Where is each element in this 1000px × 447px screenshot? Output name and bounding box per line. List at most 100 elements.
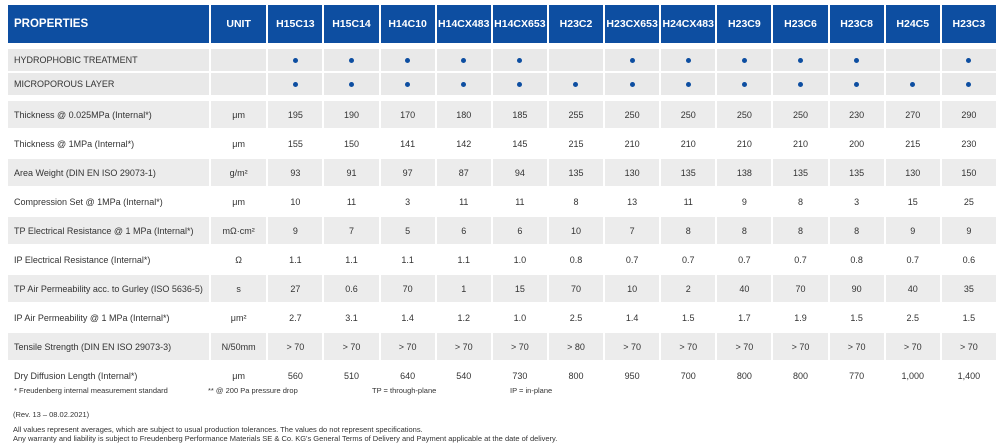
bullet-icon xyxy=(292,82,298,87)
value-cell: 800 xyxy=(548,362,604,391)
bullet-icon xyxy=(854,58,860,63)
product-header: H23CX653 xyxy=(605,5,660,45)
value-cell: 700 xyxy=(661,362,716,391)
value-cell: 250 xyxy=(773,101,828,130)
value-cell: > 70 xyxy=(829,333,884,362)
property-label: TP Electrical Resistance @ 1 MPa (Intern… xyxy=(8,217,209,246)
value-cell: > 70 xyxy=(380,333,435,362)
value-cell: 200 xyxy=(829,130,884,159)
note-ip: IP = in-plane xyxy=(510,386,553,395)
spacer-row xyxy=(8,45,996,49)
note-internal: * Freudenberg internal measurement stand… xyxy=(14,386,168,395)
property-label: Thickness @ 0.025MPa (Internal*) xyxy=(8,101,209,130)
value-cell: 215 xyxy=(885,130,940,159)
property-row: TP Air Permeability acc. to Gurley (ISO … xyxy=(8,275,996,304)
value-cell: 8 xyxy=(773,217,828,246)
product-header: H14C10 xyxy=(380,5,435,45)
value-cell: 135 xyxy=(661,159,716,188)
value-cell: 9 xyxy=(941,217,996,246)
feature-cell xyxy=(885,73,940,97)
value-cell: 0.6 xyxy=(324,275,379,304)
value-cell: 35 xyxy=(941,275,996,304)
bullet-icon xyxy=(797,58,803,63)
product-header: H14CX653 xyxy=(492,5,547,45)
feature-cell xyxy=(941,73,996,97)
value-cell: 150 xyxy=(941,159,996,188)
value-cell: > 70 xyxy=(717,333,772,362)
value-cell: 0.8 xyxy=(548,246,604,275)
value-cell: 1.4 xyxy=(380,304,435,333)
bullet-icon xyxy=(348,58,354,63)
feature-cell xyxy=(605,73,660,97)
value-cell: 135 xyxy=(773,159,828,188)
value-cell: 15 xyxy=(885,188,940,217)
bullet-icon xyxy=(405,82,411,87)
bullet-icon xyxy=(966,58,972,63)
feature-cell xyxy=(324,49,379,73)
bullet-icon xyxy=(966,82,972,87)
unit-cell: μm² xyxy=(210,304,267,333)
product-header: H15C13 xyxy=(268,5,323,45)
unit-cell: μm xyxy=(210,101,267,130)
value-cell: 70 xyxy=(548,275,604,304)
value-cell: 3.1 xyxy=(324,304,379,333)
value-cell: 87 xyxy=(436,159,491,188)
property-label: IP Electrical Resistance (Internal*) xyxy=(8,246,209,275)
value-cell: 142 xyxy=(436,130,491,159)
value-cell: > 70 xyxy=(324,333,379,362)
value-cell: 510 xyxy=(324,362,379,391)
value-cell: 90 xyxy=(829,275,884,304)
product-header: H23C2 xyxy=(548,5,604,45)
bullet-icon xyxy=(854,82,860,87)
property-label: TP Air Permeability acc. to Gurley (ISO … xyxy=(8,275,209,304)
product-header: H23C8 xyxy=(829,5,884,45)
product-header: H14CX483 xyxy=(436,5,491,45)
bullet-icon xyxy=(797,82,803,87)
value-cell: 8 xyxy=(661,217,716,246)
value-cell: 290 xyxy=(941,101,996,130)
property-row: Thickness @ 1MPa (Internal*) μm 155 150 141 1… xyxy=(8,130,996,159)
feature-cell xyxy=(773,49,828,73)
value-cell: 180 xyxy=(436,101,491,130)
disclaimer-line-1: All values represent averages, which are… xyxy=(13,425,423,434)
value-cell: 230 xyxy=(829,101,884,130)
value-cell: 2 xyxy=(661,275,716,304)
value-cell: 3 xyxy=(829,188,884,217)
product-header: H24C5 xyxy=(885,5,940,45)
value-cell: 1.1 xyxy=(268,246,323,275)
feature-cell xyxy=(605,49,660,73)
value-cell: 70 xyxy=(773,275,828,304)
bullet-icon xyxy=(348,82,354,87)
value-cell: 9 xyxy=(717,188,772,217)
value-cell: 255 xyxy=(548,101,604,130)
value-cell: 0.7 xyxy=(661,246,716,275)
value-cell: 93 xyxy=(268,159,323,188)
feature-row: HYDROPHOBIC TREATMENT xyxy=(8,49,996,73)
value-cell: 94 xyxy=(492,159,547,188)
value-cell: 8 xyxy=(829,217,884,246)
value-cell: 0.6 xyxy=(941,246,996,275)
feature-cell xyxy=(380,73,435,97)
feature-label: MICROPOROUS LAYER xyxy=(8,73,209,97)
disclaimer-line-2: Any warranty and liability is subject to… xyxy=(13,434,558,443)
feature-cell xyxy=(885,49,940,73)
product-header: H15C14 xyxy=(324,5,379,45)
value-cell: 270 xyxy=(885,101,940,130)
feature-row: MICROPOROUS LAYER xyxy=(8,73,996,97)
property-row: Compression Set @ 1MPa (Internal*) μm 10 11… xyxy=(8,188,996,217)
value-cell: 91 xyxy=(324,159,379,188)
unit-cell: μm xyxy=(210,362,267,391)
feature-cell xyxy=(548,73,604,97)
value-cell: 6 xyxy=(436,217,491,246)
bullet-icon xyxy=(685,58,691,63)
value-cell: > 70 xyxy=(268,333,323,362)
value-cell: 1.4 xyxy=(605,304,660,333)
value-cell: 1.1 xyxy=(324,246,379,275)
product-header: H23C9 xyxy=(717,5,772,45)
bullet-icon xyxy=(629,58,635,63)
value-cell: 141 xyxy=(380,130,435,159)
value-cell: 185 xyxy=(492,101,547,130)
unit-header: UNIT xyxy=(210,5,267,45)
value-cell: > 70 xyxy=(492,333,547,362)
